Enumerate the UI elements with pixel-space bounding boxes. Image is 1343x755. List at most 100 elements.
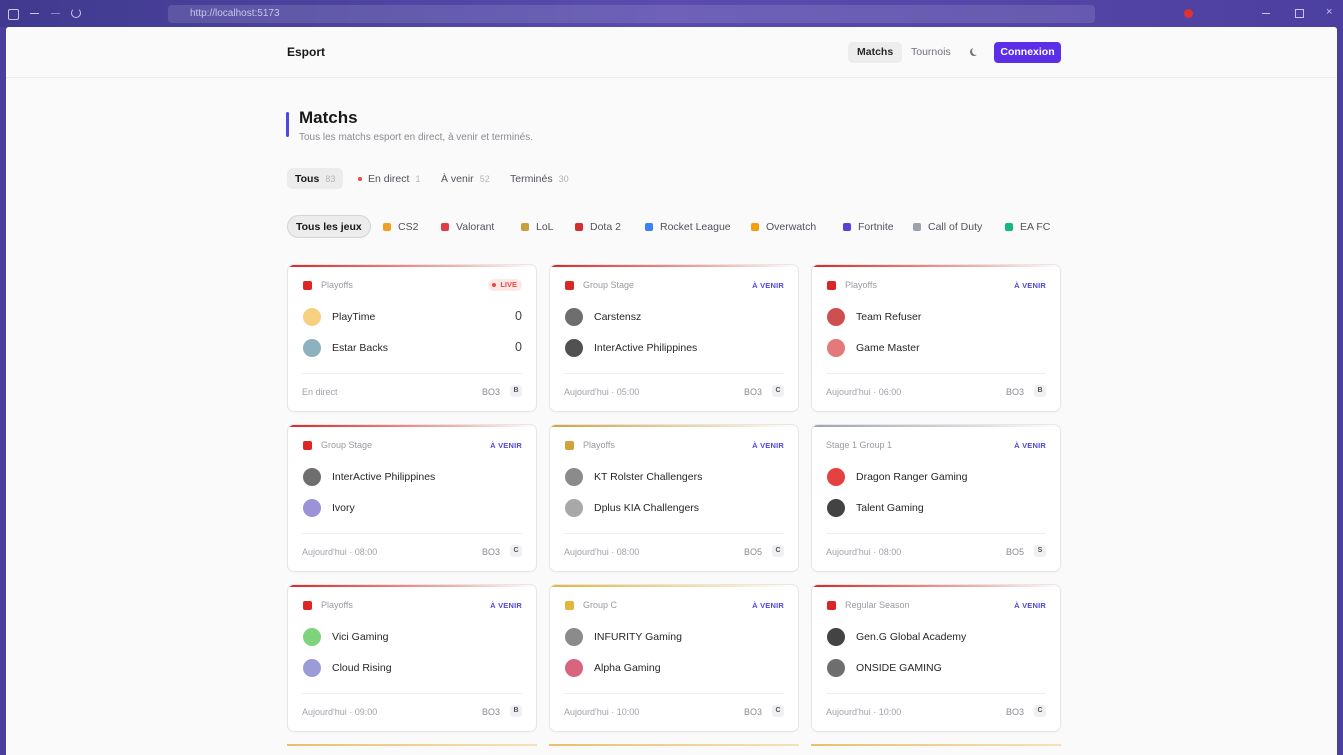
match-format: BO3 (481, 547, 500, 557)
game-icon (565, 281, 574, 290)
nav-link-active[interactable]: Matchs (848, 42, 903, 63)
page: Esport Matchs Tournois Connexion Matchs … (6, 27, 1337, 755)
game-chip[interactable]: Overwatch (743, 215, 824, 238)
team-logo (303, 499, 321, 517)
game-chip[interactable]: LoL (513, 215, 562, 238)
match-stage: Regular Season (845, 600, 910, 610)
team-logo (565, 659, 583, 677)
match-time: Aujourd'hui · 08:00 (826, 547, 902, 557)
team-name: Dplus KIA Challengers (594, 502, 700, 514)
match-stage: Playoffs (321, 600, 353, 610)
game-chip[interactable]: Call of Duty (905, 215, 990, 238)
page-subtitle: Tous les matchs esport en direct, à veni… (299, 132, 533, 143)
team-name: Ivory (332, 502, 355, 514)
tier-badge: C (772, 705, 784, 717)
card-divider (564, 693, 784, 694)
match-format: BO5 (1005, 547, 1024, 557)
back-button[interactable] (30, 13, 39, 14)
team-logo (565, 308, 583, 326)
sidebar-icon[interactable] (8, 9, 19, 20)
game-chip[interactable]: Valorant (433, 215, 502, 238)
team-name: Gen.G Global Academy (856, 631, 967, 643)
game-icon (303, 281, 312, 290)
status-tab-count: 83 (325, 173, 336, 184)
card-accent (288, 425, 536, 427)
game-label: Overwatch (766, 220, 817, 233)
game-label: Call of Duty (928, 220, 983, 233)
game-label: Valorant (456, 220, 495, 233)
match-card[interactable]: Stage 1 Group 1 À VENIR Dragon Ranger Gami… (811, 424, 1061, 572)
team-logo (303, 659, 321, 677)
theme-toggle[interactable] (972, 47, 980, 55)
team-name: Cloud Rising (332, 662, 392, 674)
team-name: Carstensz (594, 311, 642, 323)
match-stage: Playoffs (321, 280, 353, 290)
minimize-button[interactable] (1262, 13, 1270, 14)
tier-badge: C (772, 385, 784, 397)
match-stage: Stage 1 Group 1 (826, 440, 893, 450)
game-chip[interactable]: CS2 (375, 215, 426, 238)
card-divider (302, 373, 522, 374)
match-card[interactable]: Playoffs À VENIR Team Refuser Game Master Au… (811, 264, 1061, 412)
next-card-edge (811, 744, 1061, 746)
match-card[interactable]: Playoffs À VENIR KT Rolster Challengers Dpl… (549, 424, 799, 572)
forward-button[interactable] (51, 13, 60, 14)
team-logo (303, 339, 321, 357)
match-format: BO3 (481, 707, 500, 717)
game-chip[interactable]: Dota 2 (567, 215, 629, 238)
match-card[interactable]: Group Stage À VENIR InterActive Philippine… (287, 424, 537, 572)
game-label: Dota 2 (590, 220, 621, 233)
maximize-button[interactable] (1295, 9, 1304, 18)
status-badge: À VENIR (1014, 441, 1046, 450)
match-time: Aujourd'hui · 09:00 (302, 707, 378, 717)
match-card[interactable]: Group C À VENIR INFURITY Gaming Alpha Gamin… (549, 584, 799, 732)
match-format: BO3 (743, 387, 762, 397)
next-card-edge (287, 744, 537, 746)
nav-link[interactable]: Tournois (911, 46, 951, 58)
tier-badge: S (1034, 545, 1046, 557)
address-bar[interactable]: http://localhost:5173 (168, 5, 1095, 23)
game-icon (1005, 222, 1013, 231)
game-chip[interactable]: Rocket League (637, 215, 739, 238)
team-name: InterActive Philippines (594, 342, 698, 354)
close-button[interactable]: × (1326, 6, 1333, 18)
extension-icon[interactable] (1184, 9, 1193, 18)
status-badge: À VENIR (1014, 281, 1046, 290)
game-chip[interactable]: Fortnite (835, 215, 902, 238)
team-logo (827, 339, 845, 357)
match-format: BO3 (743, 707, 762, 717)
match-card[interactable]: Playoffs À VENIR Vici Gaming Cloud Rising Au… (287, 584, 537, 732)
game-icon (383, 222, 391, 231)
status-tab-count: 30 (558, 173, 569, 184)
status-tab[interactable]: À venir 52 (433, 168, 498, 189)
team-name: Alpha Gaming (594, 662, 661, 674)
status-tab[interactable]: En direct 1 (350, 168, 428, 189)
game-chip[interactable]: EA FC (997, 215, 1058, 238)
team-score: 0 (515, 309, 522, 323)
team-name: ONSIDE GAMING (856, 662, 942, 674)
brand[interactable]: Esport (287, 45, 326, 59)
status-tab-count: 52 (479, 173, 490, 184)
game-label: CS2 (398, 220, 419, 233)
card-accent (288, 265, 536, 267)
game-label: Tous les jeux (296, 220, 362, 233)
team-name: InterActive Philippines (332, 471, 436, 483)
title-accent (286, 112, 289, 137)
status-tab-active[interactable]: Tous 83 (287, 168, 344, 189)
team-logo (565, 339, 583, 357)
live-badge: LIVE (488, 279, 522, 291)
match-card[interactable]: Regular Season À VENIR Gen.G Global Academ… (811, 584, 1061, 732)
card-divider (564, 373, 784, 374)
login-button[interactable]: Connexion (994, 42, 1061, 63)
game-chip-active[interactable]: Tous les jeux (287, 215, 371, 238)
match-card[interactable]: Playoffs LIVE PlayTime 0 Estar Backs 0 En dire… (287, 264, 537, 412)
status-badge: À VENIR (1014, 601, 1046, 610)
team-name: Team Refuser (856, 311, 922, 323)
site-header: Esport Matchs Tournois Connexion (6, 27, 1337, 78)
status-badge: À VENIR (490, 601, 522, 610)
reload-button[interactable] (71, 8, 81, 18)
match-card[interactable]: Group Stage À VENIR Carstensz InterActive P… (549, 264, 799, 412)
game-icon (645, 222, 653, 231)
status-tab[interactable]: Terminés 30 (502, 168, 577, 189)
game-icon (303, 601, 312, 610)
